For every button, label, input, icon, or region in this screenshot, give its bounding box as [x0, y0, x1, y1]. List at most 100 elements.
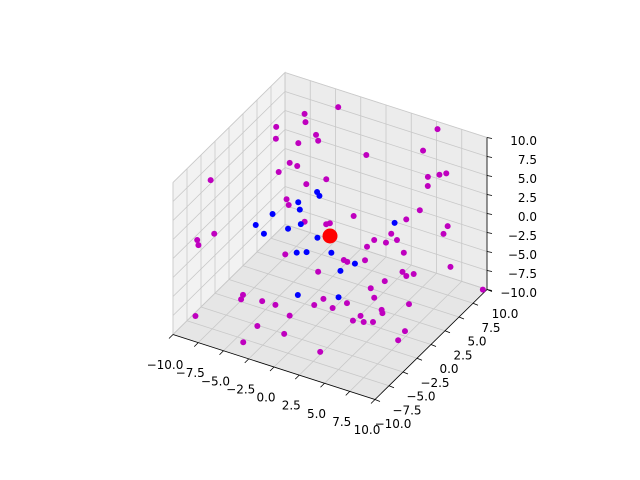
point	[207, 177, 214, 184]
point	[317, 348, 324, 355]
tick-mark	[486, 232, 493, 234]
point	[303, 181, 310, 188]
point	[326, 220, 333, 227]
point	[211, 230, 218, 237]
grid-line	[284, 167, 488, 233]
tick-mark	[486, 270, 493, 272]
point	[379, 310, 386, 317]
grid-line	[228, 279, 432, 345]
tick-mark	[486, 194, 493, 196]
point	[272, 135, 279, 142]
x-tick-label: 2.5	[282, 399, 301, 413]
point	[283, 196, 290, 203]
point	[285, 225, 292, 232]
point	[297, 221, 304, 228]
y-tick-label: 2.5	[453, 348, 472, 362]
point	[296, 206, 303, 213]
grid-line	[284, 72, 488, 138]
grid-line	[172, 148, 286, 259]
point	[370, 319, 377, 326]
point	[195, 242, 202, 249]
point	[335, 294, 342, 301]
point	[322, 228, 338, 244]
point	[424, 182, 431, 189]
y-tick-label: −7.5	[392, 403, 421, 417]
tick-mark	[458, 316, 465, 320]
y-tick-label: 7.5	[481, 321, 500, 335]
point	[406, 301, 412, 308]
point	[313, 131, 320, 138]
point	[314, 234, 321, 241]
grid-line	[172, 167, 286, 278]
tick-mark	[402, 371, 409, 375]
point	[329, 305, 336, 311]
z-tick-label: −5.0	[508, 248, 537, 262]
point	[371, 294, 378, 301]
point	[479, 286, 486, 293]
point	[273, 123, 280, 130]
grid-line	[172, 224, 286, 335]
point	[239, 291, 246, 298]
point	[316, 192, 323, 199]
point	[311, 302, 318, 308]
y-tick-label: 10.0	[492, 307, 519, 321]
y-tick-label: −5.0	[406, 390, 435, 404]
point	[360, 318, 367, 325]
point	[410, 271, 417, 278]
z-tick-label: −10.0	[500, 286, 537, 300]
tick-mark	[444, 330, 451, 334]
point	[294, 292, 301, 299]
x-tick-label: 5.0	[307, 407, 326, 421]
point	[286, 159, 293, 166]
point	[344, 258, 351, 265]
y-tick-label: 0.0	[439, 362, 458, 376]
point	[420, 147, 427, 154]
point	[337, 267, 344, 274]
point	[371, 237, 378, 243]
point	[281, 330, 288, 337]
grid-line	[284, 91, 488, 157]
point	[315, 268, 322, 275]
point	[393, 237, 400, 244]
grid-line	[284, 205, 488, 271]
point	[403, 273, 410, 280]
point	[381, 278, 388, 285]
z-tick-label: −2.5	[508, 229, 537, 243]
tick-mark	[486, 289, 493, 291]
point	[275, 169, 282, 175]
y-tick-label: 5.0	[467, 335, 486, 349]
point	[295, 140, 302, 147]
x-tick-label: 0.0	[256, 391, 275, 405]
grid-line	[172, 91, 286, 202]
point	[272, 301, 279, 308]
point	[444, 223, 451, 230]
grid-line	[172, 129, 286, 240]
point	[363, 152, 370, 159]
point	[424, 173, 431, 180]
point	[436, 171, 443, 178]
point	[269, 211, 276, 217]
grid-line	[242, 265, 446, 332]
point	[293, 249, 300, 256]
point	[285, 202, 292, 209]
tick-mark	[416, 357, 423, 361]
point	[286, 312, 293, 319]
tick-mark	[374, 399, 381, 402]
point	[351, 260, 358, 267]
point	[350, 213, 357, 219]
tick-mark	[345, 391, 351, 396]
point	[403, 216, 410, 223]
tick-mark	[486, 251, 493, 253]
point	[343, 300, 350, 307]
x-tick-label: −2.5	[226, 382, 255, 396]
tick-mark	[472, 302, 479, 306]
point	[323, 176, 330, 183]
point	[282, 251, 289, 258]
point	[440, 230, 447, 237]
grid-line	[200, 306, 404, 373]
point	[401, 328, 408, 335]
y-tick-label: −2.5	[420, 376, 449, 390]
x-tick-label: −5.0	[201, 374, 230, 388]
point	[382, 239, 389, 246]
